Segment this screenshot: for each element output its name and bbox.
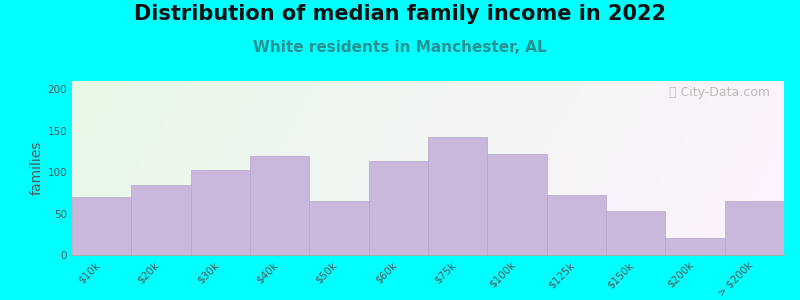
Bar xyxy=(72,197,131,255)
Bar xyxy=(666,238,725,255)
Bar xyxy=(428,136,487,255)
Bar xyxy=(190,170,250,255)
Y-axis label: families: families xyxy=(30,141,43,195)
Bar xyxy=(310,201,369,255)
Bar xyxy=(487,154,546,255)
Bar xyxy=(250,156,310,255)
Text: ⓘ City-Data.com: ⓘ City-Data.com xyxy=(669,86,770,99)
Bar xyxy=(606,211,666,255)
Bar xyxy=(546,195,606,255)
Text: Distribution of median family income in 2022: Distribution of median family income in … xyxy=(134,4,666,25)
Bar xyxy=(131,184,190,255)
Bar xyxy=(369,161,428,255)
Text: White residents in Manchester, AL: White residents in Manchester, AL xyxy=(253,40,547,56)
Bar xyxy=(725,201,784,255)
